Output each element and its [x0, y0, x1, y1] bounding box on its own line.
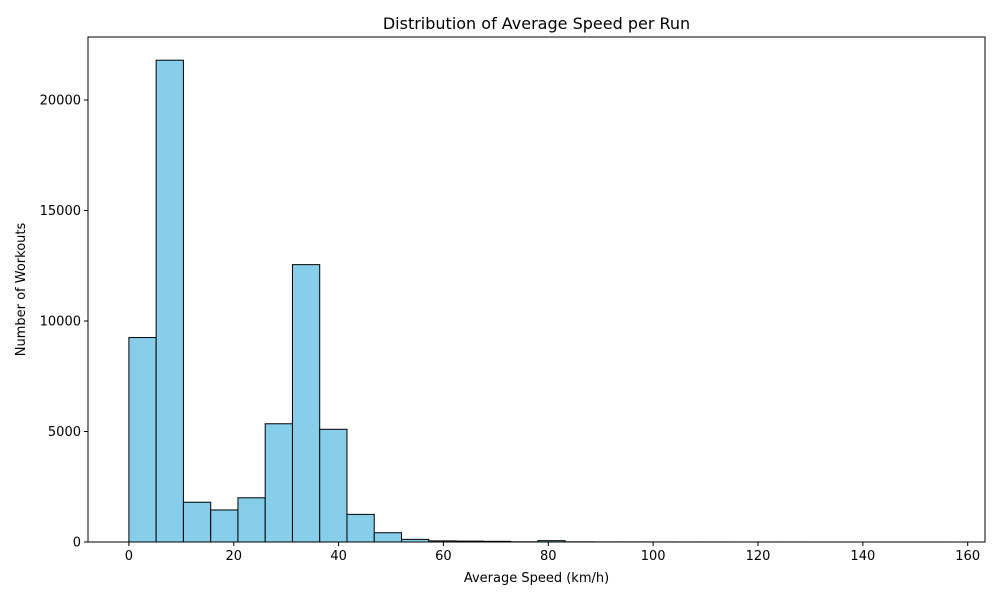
plot-frame	[87, 36, 986, 543]
x-axis-title: Average Speed (km/h)	[464, 571, 609, 586]
histogram-bar	[182, 501, 212, 543]
histogram-bar	[346, 513, 375, 543]
x-tick-label: 160	[955, 549, 980, 564]
histogram-bar	[291, 264, 321, 543]
histogram-bar	[319, 428, 348, 543]
x-tick-label: 80	[540, 549, 557, 564]
y-tick-label: 10000	[40, 314, 81, 329]
y-tick-label: 5000	[48, 425, 81, 440]
y-axis-title: Number of Workouts	[14, 223, 29, 357]
bars-group	[128, 59, 948, 543]
x-tick-label: 20	[225, 549, 242, 564]
x-tick-label: 100	[641, 549, 666, 564]
histogram-bar	[210, 509, 239, 543]
y-tick-label: 0	[73, 536, 81, 551]
x-tick-label: 60	[435, 549, 452, 564]
histogram-bar	[264, 423, 293, 543]
y-tick-label: 20000	[40, 93, 81, 108]
chart-title: Distribution of Average Speed per Run	[383, 14, 690, 33]
histogram-bar	[155, 59, 184, 543]
x-tick-label: 140	[850, 549, 875, 564]
histogram-bar	[237, 497, 266, 543]
y-axis: 0 5000 10000 15000 20000	[40, 93, 88, 551]
histogram-bar	[373, 532, 402, 543]
x-tick-label: 0	[125, 549, 133, 564]
histogram-bar	[128, 337, 157, 543]
x-axis: 0 20 40 60 80 100 120 140 160	[125, 542, 980, 564]
y-tick-label: 15000	[40, 204, 81, 219]
x-tick-label: 120	[746, 549, 771, 564]
x-tick-label: 40	[330, 549, 347, 564]
